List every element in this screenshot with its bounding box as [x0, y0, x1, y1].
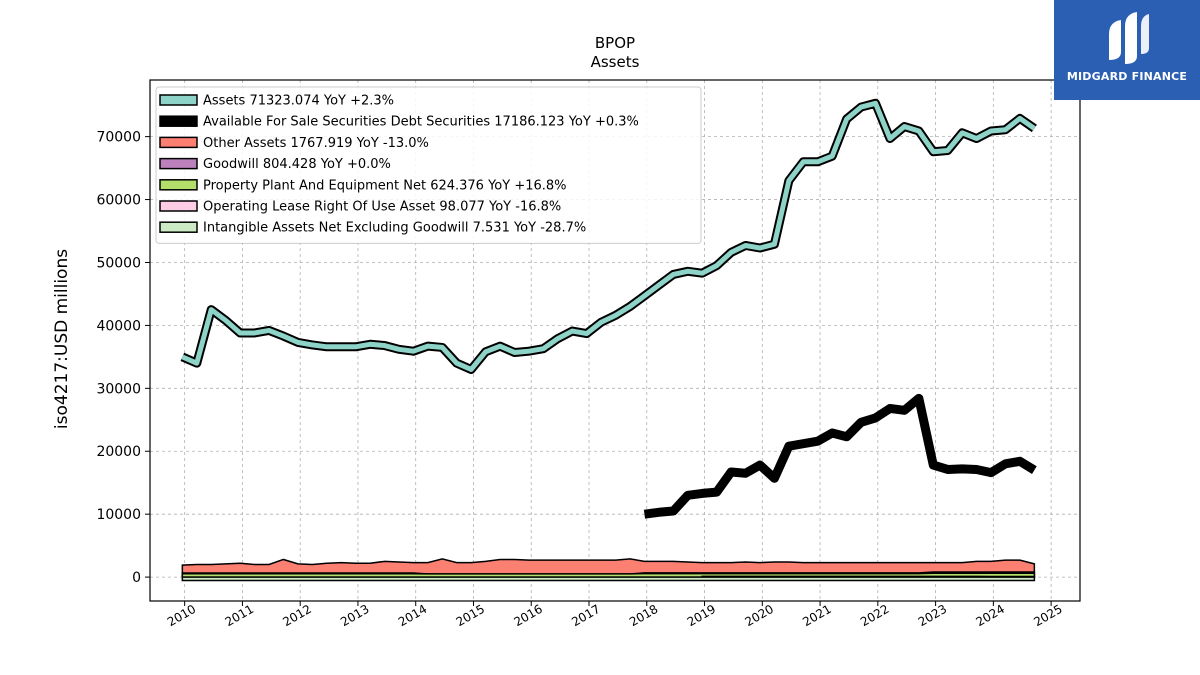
- series-area-intangible-assets-net-excluding-goodwill: [181, 576, 1036, 582]
- x-tick-label: 2015: [454, 602, 487, 629]
- legend-label: Property Plant And Equipment Net 624.376…: [203, 178, 567, 193]
- legend-label: Operating Lease Right Of Use Asset 98.07…: [203, 200, 561, 215]
- chart-title: BPOP: [595, 34, 635, 52]
- legend-box: [155, 86, 702, 244]
- y-tick-label: 30000: [96, 381, 141, 397]
- x-tick-label: 2011: [223, 602, 256, 629]
- x-tick-label: 2012: [280, 602, 313, 629]
- x-tick-label: 2021: [800, 602, 833, 629]
- legend-label: Other Assets 1767.919 YoY -13.0%: [203, 136, 429, 151]
- legend-label: Assets 71323.074 YoY +2.3%: [203, 94, 394, 109]
- plot-frame: [149, 79, 1081, 602]
- chart-subtitle: Assets: [591, 53, 640, 71]
- legend-swatch: [159, 200, 198, 212]
- x-tick-label: 2022: [858, 602, 891, 629]
- y-tick-label: 40000: [96, 318, 141, 334]
- x-tick-label: 2017: [569, 602, 602, 629]
- y-tick-label: 70000: [96, 130, 141, 146]
- x-tick-label: 2019: [685, 602, 718, 629]
- x-tick-label: 2024: [974, 602, 1007, 629]
- y-tick-label: 50000: [96, 255, 141, 271]
- series-assets-line: [181, 100, 1036, 372]
- plot-area: 2010 2011 2012 2013 2014 2015 2016 2017 2018 2019…: [96, 79, 1081, 629]
- legend-label: Available For Sale Securities Debt Secur…: [203, 115, 639, 130]
- y-tick-label: 20000: [96, 444, 141, 460]
- y-tick-label: 60000: [96, 193, 141, 209]
- x-tick-label: 2023: [916, 602, 949, 629]
- x-tick-label: 2010: [165, 602, 198, 629]
- x-tick-label: 2020: [742, 602, 775, 629]
- legend-swatch: [159, 157, 198, 170]
- legend-swatch: [159, 94, 198, 106]
- x-tick-label: 2018: [627, 602, 660, 629]
- y-tick-label: 10000: [96, 507, 141, 523]
- legend-swatch: [159, 136, 198, 149]
- x-tick-label: 2025: [1031, 602, 1064, 629]
- brand-logo: MIDGARD FINANCE: [1054, 0, 1200, 100]
- brand-name: MIDGARD FINANCE: [1066, 70, 1188, 83]
- legend-label: Goodwill 804.428 YoY +0.0%: [203, 157, 391, 172]
- legend-swatch: [159, 221, 198, 233]
- x-tick-label: 2016: [511, 602, 544, 629]
- midgard-logo-icon: [1109, 12, 1149, 64]
- series-afs-securities-line: [643, 393, 1037, 519]
- legend-swatch: [159, 179, 198, 191]
- x-tick-label: 2013: [338, 602, 371, 629]
- y-axis-label: iso4217:USD millions: [52, 249, 72, 429]
- y-tick-label: 0: [132, 570, 141, 586]
- legend-swatch: [159, 115, 198, 127]
- x-tick-label: 2014: [396, 602, 429, 629]
- legend-label: Intangible Assets Net Excluding Goodwill…: [203, 221, 586, 236]
